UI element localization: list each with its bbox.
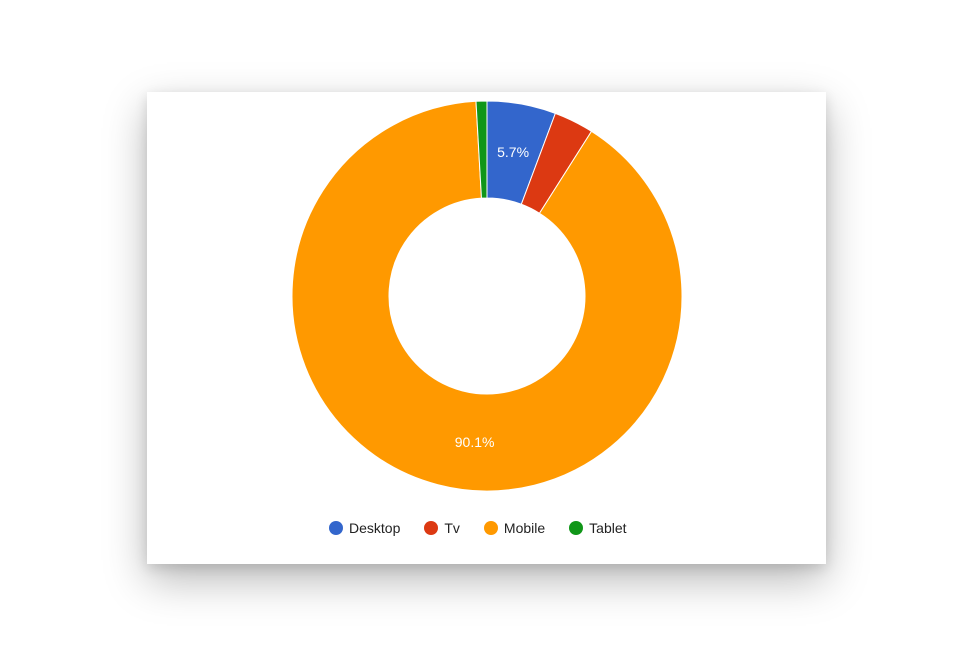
- legend-swatch-tablet: [569, 521, 584, 535]
- legend-swatch-mobile: [483, 521, 498, 535]
- legend-item-tablet[interactable]: Tablet: [569, 520, 627, 536]
- legend-label-tv: Tv: [444, 520, 460, 536]
- legend-label-desktop: Desktop: [349, 520, 401, 536]
- slice-mobile[interactable]: [291, 100, 683, 492]
- legend-item-mobile[interactable]: Mobile: [483, 520, 546, 536]
- legend-label-tablet: Tablet: [589, 520, 627, 536]
- slices-group: [291, 100, 683, 492]
- legend-item-tv[interactable]: Tv: [424, 520, 460, 536]
- legend-label-mobile: Mobile: [503, 520, 546, 536]
- legend-swatch-desktop: [329, 521, 343, 535]
- slice-label-desktop: 5.7%: [497, 144, 529, 160]
- slice-labels-group: 5.7% 90.1%: [455, 144, 529, 450]
- legend: Desktop Tv Mobile Tablet: [329, 518, 627, 538]
- legend-item-desktop[interactable]: Desktop: [329, 520, 400, 536]
- slice-tablet[interactable]: [475, 100, 488, 199]
- legend-swatch-tv: [424, 521, 439, 535]
- slice-label-mobile: 90.1%: [455, 434, 495, 450]
